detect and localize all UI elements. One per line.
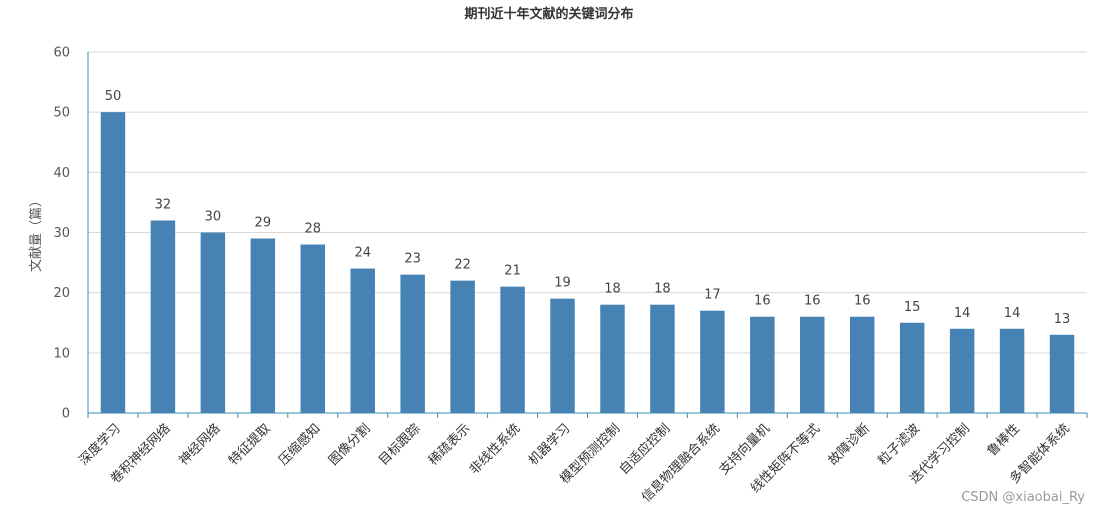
y-tick-label: 10 — [53, 346, 70, 361]
bar — [750, 316, 775, 413]
data-label: 15 — [904, 300, 921, 315]
bar — [999, 328, 1025, 413]
bar — [300, 244, 326, 413]
data-label: 32 — [155, 197, 172, 212]
data-label: 24 — [354, 246, 371, 261]
y-axis-label: 文献量（篇） — [29, 194, 44, 272]
bar — [200, 232, 226, 413]
bar — [849, 316, 875, 413]
x-tick-label: 非线性系统 — [467, 421, 524, 478]
data-label: 30 — [205, 210, 222, 225]
data-label: 16 — [854, 294, 871, 309]
data-label: 14 — [1004, 306, 1021, 321]
x-tick-label: 图像分割 — [325, 421, 373, 469]
data-labels: 50 32 30 29 28 24 23 22 21 19 18 18 17 16 16 16 15 14 14 13 — [105, 89, 1071, 327]
chart-title: 期刊近十年文献的关键词分布 — [464, 6, 633, 22]
bar — [150, 220, 176, 413]
bars — [100, 112, 1075, 414]
y-tick-label: 0 — [62, 407, 70, 422]
grid-lines — [88, 51, 1087, 354]
data-label: 17 — [704, 288, 721, 303]
data-label: 14 — [954, 306, 971, 321]
bar — [500, 286, 525, 413]
data-label: 21 — [504, 264, 521, 279]
x-tick-label: 神经网络 — [176, 421, 224, 469]
x-tick-label: 鲁棒性 — [985, 421, 1023, 459]
bar — [450, 280, 475, 413]
watermark: CSDN @xiaobai_Ry — [961, 490, 1085, 505]
bar — [550, 298, 575, 413]
bar — [400, 274, 425, 413]
bar — [949, 328, 975, 413]
category-labels: 深度学习卷积神经网络 神经网络 特征提取 压缩感知 图像分割 目标跟踪 稀疏表示非线性系统机… — [76, 421, 1073, 506]
data-label: 18 — [604, 282, 621, 297]
y-tick-label: 60 — [53, 46, 70, 61]
data-label: 50 — [105, 89, 122, 104]
bar — [100, 112, 126, 414]
data-label: 28 — [305, 222, 322, 237]
x-tick-label: 目标跟踪 — [376, 421, 423, 468]
bar — [600, 304, 625, 413]
data-label: 13 — [1054, 312, 1071, 327]
y-tick-label: 50 — [53, 106, 70, 121]
x-tick-label: 压缩感知 — [276, 421, 324, 469]
x-tick-label: 深度学习 — [76, 421, 124, 469]
y-tick-label: 40 — [53, 166, 70, 181]
x-tick-label: 特征提取 — [226, 421, 274, 469]
bar — [650, 304, 675, 413]
x-tick-label: 机器学习 — [525, 421, 573, 469]
y-tick-label: 30 — [53, 226, 70, 241]
data-label: 18 — [654, 282, 671, 297]
data-label: 16 — [804, 294, 821, 309]
bar — [250, 238, 276, 413]
x-tick-label: 故障诊断 — [826, 421, 873, 468]
data-label: 29 — [255, 216, 272, 231]
data-label: 22 — [454, 258, 471, 273]
bar — [350, 268, 375, 413]
bar — [800, 316, 825, 413]
data-label: 23 — [404, 252, 421, 267]
x-tick-label: 粒子滤波 — [876, 421, 923, 468]
bar — [700, 310, 725, 413]
data-label: 16 — [754, 294, 771, 309]
x-tick-label: 稀疏表示 — [426, 421, 473, 468]
data-label: 19 — [554, 276, 571, 291]
bar — [1049, 334, 1075, 413]
y-tick-label: 20 — [53, 286, 70, 301]
bar — [899, 322, 925, 413]
